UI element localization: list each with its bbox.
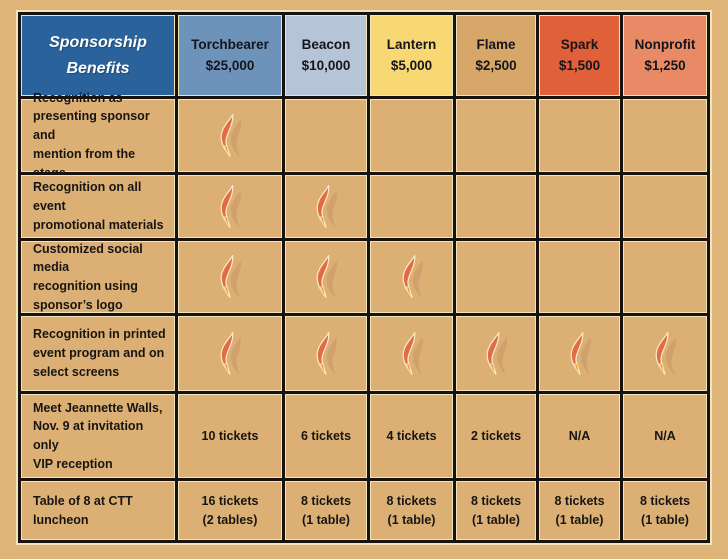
empty-cell xyxy=(456,175,536,238)
ticket-value: 8 tickets (1 table) xyxy=(623,481,707,540)
flame-cell xyxy=(285,241,367,313)
column-header-lantern: Lantern $5,000 xyxy=(370,15,453,96)
flame-cell xyxy=(285,316,367,391)
benefit-label-presenting-sponsor: Recognition as presenting sponsor and me… xyxy=(21,91,175,180)
flame-icon xyxy=(215,332,245,376)
ticket-value: N/A xyxy=(539,394,620,478)
benefit-label-printed-program: Recognition in printed event program and… xyxy=(21,316,175,391)
benefits-table-frame: Sponsorship Benefits Torchbearer $25,000… xyxy=(16,10,712,545)
benefits-table: Sponsorship Benefits Torchbearer $25,000… xyxy=(18,12,710,543)
tier-price: $10,000 xyxy=(301,57,351,73)
flame-icon xyxy=(397,255,427,299)
empty-cell xyxy=(456,99,536,172)
flame-icon xyxy=(565,332,595,376)
flame-cell xyxy=(178,175,282,238)
tier-name: Torchbearer xyxy=(191,37,269,53)
empty-cell xyxy=(370,99,453,172)
empty-cell xyxy=(285,99,367,172)
ticket-value: 8 tickets (1 table) xyxy=(456,481,536,540)
flame-cell xyxy=(370,316,453,391)
empty-cell xyxy=(623,241,707,313)
flame-icon xyxy=(215,255,245,299)
ticket-value: 10 tickets xyxy=(178,394,282,478)
benefit-label-social-media: Customized social media recognition usin… xyxy=(21,241,175,313)
ticket-value: N/A xyxy=(623,394,707,478)
tier-price: $5,000 xyxy=(390,57,433,73)
tier-price: $1,500 xyxy=(558,57,601,73)
empty-cell xyxy=(539,241,620,313)
column-header-torchbearer: Torchbearer $25,000 xyxy=(178,15,282,96)
ticket-value: 4 tickets xyxy=(370,394,453,478)
flame-icon xyxy=(311,185,341,229)
column-header-spark: Spark $1,500 xyxy=(539,15,620,96)
column-header-beacon: Beacon $10,000 xyxy=(285,15,367,96)
empty-cell xyxy=(456,241,536,313)
corner-cell-sponsorship-benefits: Sponsorship Benefits xyxy=(21,15,175,96)
tier-name: Flame xyxy=(476,37,516,53)
tier-price: $25,000 xyxy=(205,57,255,73)
benefit-label-promotional-materials: Recognition on all event promotional mat… xyxy=(21,175,175,238)
tier-name: Lantern xyxy=(386,37,437,53)
flame-icon xyxy=(650,332,680,376)
column-header-flame: Flame $2,500 xyxy=(456,15,536,96)
flame-cell xyxy=(178,316,282,391)
empty-cell xyxy=(539,99,620,172)
ticket-value: 16 tickets (2 tables) xyxy=(178,481,282,540)
flame-cell xyxy=(285,175,367,238)
empty-cell xyxy=(539,175,620,238)
empty-cell xyxy=(623,175,707,238)
flame-cell xyxy=(623,316,707,391)
tier-name: Spark xyxy=(560,37,599,53)
flame-cell xyxy=(456,316,536,391)
flame-icon xyxy=(311,255,341,299)
ticket-value: 8 tickets (1 table) xyxy=(539,481,620,540)
tier-name: Nonprofit xyxy=(634,37,696,53)
column-header-nonprofit: Nonprofit $1,250 xyxy=(623,15,707,96)
flame-cell xyxy=(178,241,282,313)
empty-cell xyxy=(370,175,453,238)
flame-cell xyxy=(370,241,453,313)
flame-icon xyxy=(481,332,511,376)
flame-icon xyxy=(311,332,341,376)
benefit-label-vip-reception: Meet Jeannette Walls, Nov. 9 at invitati… xyxy=(21,394,175,478)
flame-icon xyxy=(397,332,427,376)
empty-cell xyxy=(623,99,707,172)
flame-icon xyxy=(215,114,245,158)
tier-price: $2,500 xyxy=(475,57,517,73)
ticket-value: 2 tickets xyxy=(456,394,536,478)
benefit-label-ctt-luncheon: Table of 8 at CTT luncheon xyxy=(21,481,175,540)
flame-cell xyxy=(539,316,620,391)
ticket-value: 8 tickets (1 table) xyxy=(370,481,453,540)
flame-icon xyxy=(215,185,245,229)
flame-cell xyxy=(178,99,282,172)
tier-name: Beacon xyxy=(301,37,351,53)
tier-price: $1,250 xyxy=(644,57,686,73)
ticket-value: 6 tickets xyxy=(285,394,367,478)
ticket-value: 8 tickets (1 table) xyxy=(285,481,367,540)
